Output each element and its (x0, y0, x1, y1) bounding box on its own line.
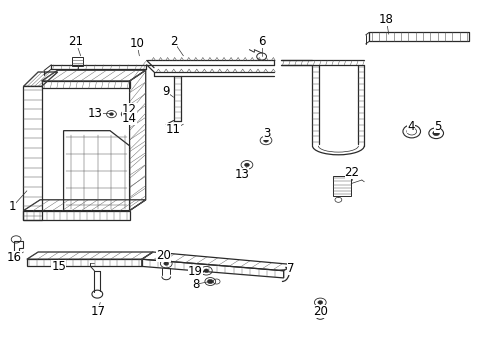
Bar (72, 57, 83, 66)
Text: 14: 14 (122, 112, 137, 125)
Text: 17: 17 (90, 305, 105, 318)
Text: 20: 20 (312, 305, 327, 318)
Text: 15: 15 (51, 260, 66, 273)
Text: 20: 20 (156, 249, 171, 262)
Circle shape (109, 113, 113, 116)
Text: 6: 6 (257, 35, 265, 48)
Text: 9: 9 (162, 85, 170, 98)
Text: 1: 1 (8, 201, 16, 213)
Text: 13: 13 (88, 107, 102, 120)
Text: 5: 5 (433, 120, 441, 132)
Text: 11: 11 (166, 123, 181, 136)
Circle shape (409, 130, 413, 133)
Text: 13: 13 (234, 168, 249, 181)
Text: 18: 18 (378, 13, 393, 26)
Text: 2: 2 (169, 35, 177, 48)
Text: 10: 10 (129, 37, 144, 50)
Circle shape (207, 279, 213, 284)
Text: 3: 3 (262, 127, 270, 140)
Text: 12: 12 (122, 103, 137, 116)
Bar (332, 176, 350, 196)
Text: 19: 19 (188, 265, 203, 278)
Circle shape (163, 262, 168, 265)
Text: 16: 16 (7, 251, 22, 264)
Text: 8: 8 (191, 278, 199, 291)
Circle shape (244, 163, 249, 167)
Text: 7: 7 (286, 262, 294, 275)
Circle shape (317, 301, 322, 304)
Text: 21: 21 (68, 35, 83, 48)
Text: 4: 4 (406, 120, 414, 132)
Circle shape (263, 139, 268, 142)
Circle shape (432, 131, 439, 136)
Text: 22: 22 (344, 166, 359, 179)
Circle shape (203, 269, 208, 273)
Circle shape (124, 113, 128, 116)
